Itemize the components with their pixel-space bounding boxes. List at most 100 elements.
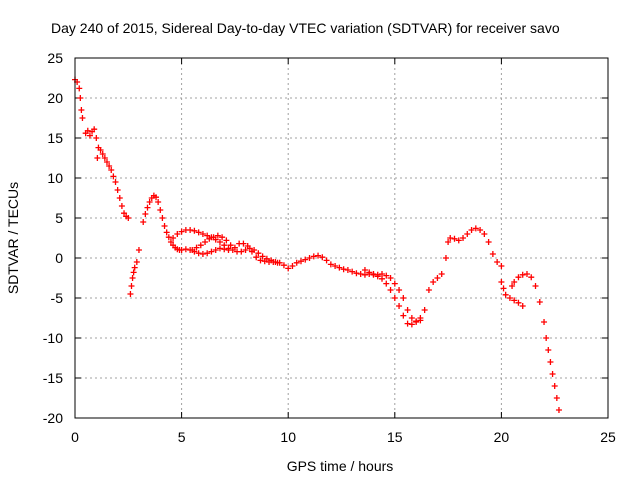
data-point — [163, 229, 170, 236]
data-point — [353, 270, 360, 277]
data-point — [238, 248, 245, 255]
data-point — [242, 247, 249, 253]
data-point — [94, 155, 101, 161]
data-point — [549, 371, 556, 377]
data-point — [244, 243, 251, 249]
data-point — [112, 179, 119, 185]
data-point — [221, 242, 228, 249]
data-point — [442, 255, 449, 261]
data-point — [485, 239, 492, 245]
data-point — [430, 279, 437, 285]
data-point — [219, 234, 226, 241]
y-tick-label: 20 — [47, 90, 63, 106]
series-arc-f — [189, 232, 281, 266]
data-point — [445, 239, 452, 245]
series-arc-d — [140, 192, 232, 257]
series-arc-i — [498, 279, 526, 309]
data-point — [555, 407, 562, 413]
x-tick-label: 10 — [280, 429, 296, 445]
data-point — [455, 237, 462, 244]
data-point — [460, 235, 467, 241]
data-point — [189, 247, 196, 253]
data-point — [114, 187, 121, 193]
data-point — [421, 307, 428, 313]
data-point — [253, 254, 260, 261]
data-point — [91, 126, 98, 133]
data-point — [500, 285, 507, 292]
data-point — [161, 223, 168, 229]
chart-title: Day 240 of 2015, Sidereal Day-to-day VTE… — [51, 20, 560, 36]
data-point — [332, 263, 339, 269]
data-point — [323, 257, 330, 264]
data-point — [116, 195, 123, 201]
data-point — [523, 271, 530, 277]
data-point — [502, 291, 509, 298]
series-arc-b — [82, 126, 132, 221]
data-point — [202, 239, 209, 245]
data-point — [206, 235, 213, 242]
data-point — [84, 127, 91, 134]
data-point — [214, 232, 221, 239]
data-point — [257, 257, 264, 264]
data-point — [159, 215, 166, 221]
data-point — [519, 303, 526, 309]
data-point — [199, 251, 206, 257]
data-point — [76, 85, 83, 92]
data-point — [319, 254, 326, 261]
data-point — [498, 279, 505, 285]
data-point — [121, 210, 128, 217]
y-axis-label: SDTVAR / TECUs — [5, 182, 21, 294]
data-point — [379, 271, 386, 277]
data-point — [425, 287, 432, 293]
data-point — [464, 231, 471, 237]
data-point — [129, 275, 136, 281]
data-point — [204, 232, 211, 239]
data-point — [387, 287, 394, 293]
x-tick-label: 20 — [494, 429, 510, 445]
series-arc-e — [170, 227, 428, 328]
y-tick-label: 5 — [55, 210, 63, 226]
data-point — [447, 235, 454, 241]
data-point — [240, 240, 247, 247]
data-point — [494, 259, 501, 265]
data-point — [133, 259, 140, 265]
data-point — [336, 264, 343, 271]
data-point — [195, 229, 202, 236]
data-point — [509, 283, 516, 289]
data-point — [204, 250, 211, 257]
y-tick-label: -20 — [43, 410, 63, 426]
data-point — [178, 247, 185, 253]
data-point — [472, 225, 479, 232]
data-point — [216, 245, 223, 252]
x-tick-label: 25 — [600, 429, 616, 445]
data-point — [178, 228, 185, 235]
data-point — [357, 271, 364, 277]
data-point — [551, 383, 558, 389]
y-tick-label: 25 — [47, 50, 63, 66]
data-point — [140, 219, 147, 225]
data-point — [366, 269, 373, 276]
y-tick-label: 10 — [47, 170, 63, 186]
data-point — [108, 167, 115, 173]
data-point — [370, 271, 377, 277]
data-point — [396, 287, 403, 293]
data-point — [511, 297, 518, 304]
data-point — [285, 265, 292, 272]
series-arc-j — [509, 271, 562, 413]
data-point — [545, 347, 552, 353]
y-tick-label: -10 — [43, 330, 63, 346]
data-point — [451, 235, 458, 242]
data-point — [274, 259, 281, 266]
data-point — [383, 272, 390, 279]
data-point — [498, 263, 505, 269]
data-point — [400, 295, 407, 301]
data-point — [289, 263, 296, 269]
data-point — [101, 155, 108, 161]
data-point — [144, 204, 151, 211]
series-arc-g — [361, 267, 424, 325]
data-point — [86, 132, 93, 139]
data-point — [93, 135, 100, 141]
data-point — [391, 280, 398, 287]
data-point — [197, 242, 204, 249]
y-tick-label: -5 — [51, 290, 64, 306]
